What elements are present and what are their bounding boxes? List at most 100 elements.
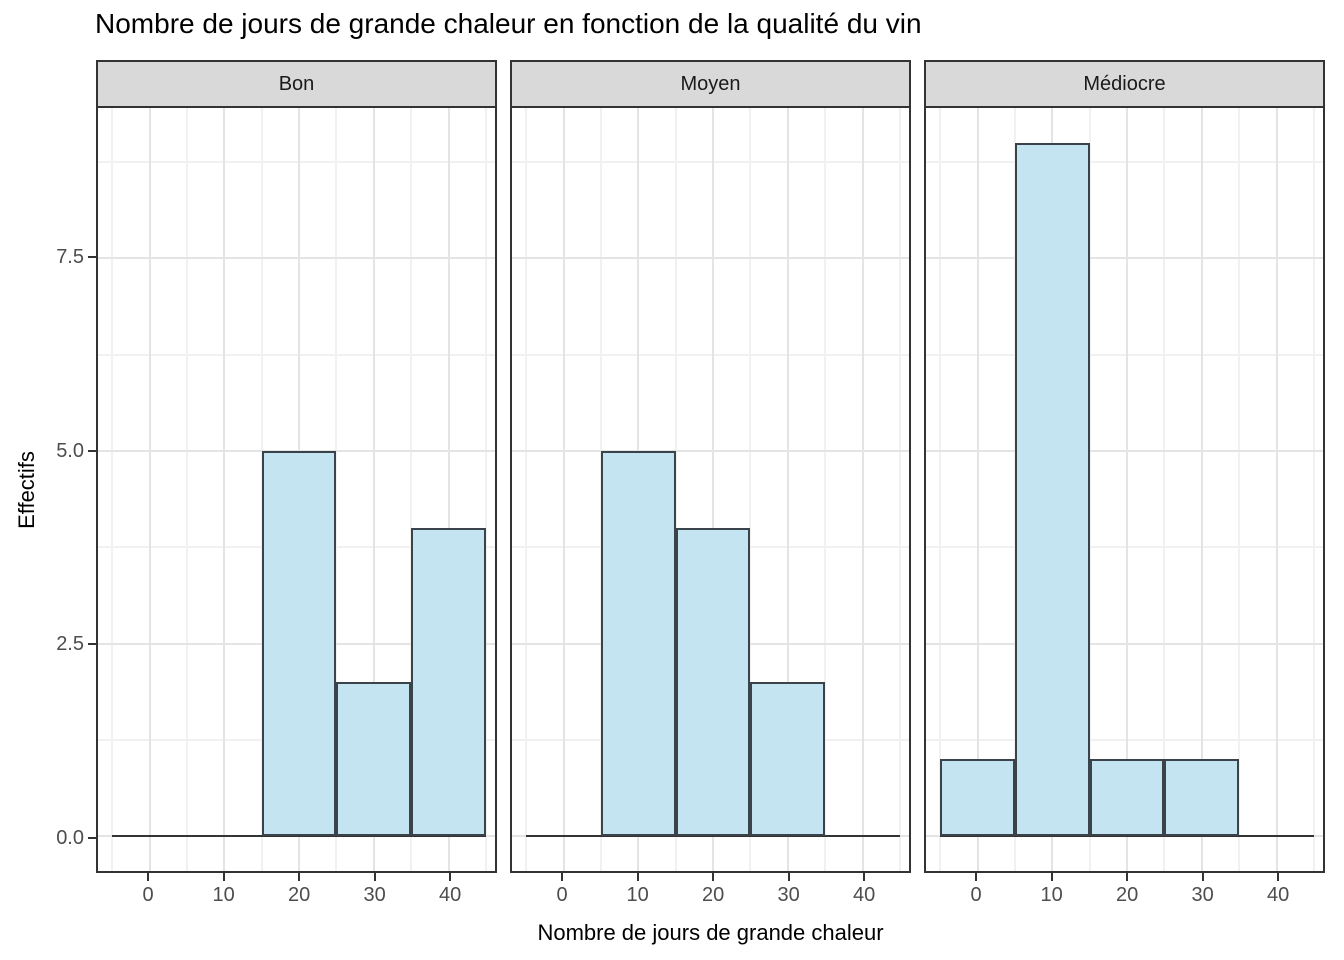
facet-strip-moyen: Moyen	[510, 60, 911, 108]
grid-major-h	[926, 257, 1323, 260]
y-tick-label: 7.5	[56, 246, 84, 269]
grid-major-h	[926, 642, 1323, 645]
x-axis-tick	[373, 873, 376, 881]
facet-panel-bon	[96, 106, 497, 873]
x-axis-tick	[975, 873, 978, 881]
x-tick-label: 10	[212, 884, 235, 906]
x-tick-label: 0	[556, 884, 568, 906]
grid-minor-v	[899, 108, 902, 871]
histogram-bar	[1164, 759, 1240, 837]
x-axis-tick	[222, 873, 225, 881]
grid-minor-v	[410, 108, 413, 871]
grid-minor-h	[512, 353, 909, 356]
grid-major-v	[148, 108, 151, 871]
zero-baseline	[940, 835, 1315, 838]
grid-minor-v	[525, 108, 528, 871]
y-axis-tick	[88, 256, 96, 259]
facet-panel-moyen	[510, 106, 911, 873]
x-axis-tick	[1277, 873, 1280, 881]
grid-major-v	[372, 108, 375, 871]
facet-strip-bon: Bon	[96, 60, 497, 108]
y-tick-label: 0.0	[56, 827, 84, 850]
y-tick-label: 5.0	[56, 439, 84, 462]
facet-strip-label: Bon	[278, 72, 315, 95]
x-axis-tick	[147, 873, 150, 881]
x-tick-label: 30	[777, 884, 800, 906]
zero-baseline	[526, 835, 901, 838]
x-axis-tick	[863, 873, 866, 881]
grid-major-v	[1275, 108, 1278, 871]
histogram-bar	[261, 450, 337, 837]
facet-strip-mediocre: Médiocre	[924, 60, 1325, 108]
grid-minor-v	[939, 108, 942, 871]
x-tick-label: 10	[626, 884, 649, 906]
grid-major-h	[98, 257, 495, 260]
x-axis-tick	[636, 873, 639, 881]
x-tick-label: 20	[1116, 884, 1139, 906]
histogram-bar	[675, 528, 751, 837]
x-tick-label: 10	[1040, 884, 1063, 906]
grid-major-v	[562, 108, 565, 871]
zero-baseline	[112, 835, 487, 838]
grid-minor-h	[98, 353, 495, 356]
histogram-bar	[940, 759, 1015, 837]
grid-minor-v	[1163, 108, 1166, 871]
x-tick-label: 20	[288, 884, 311, 906]
x-axis-tick	[449, 873, 452, 881]
histogram-bar	[1014, 142, 1090, 837]
y-tick-label: 2.5	[56, 633, 84, 656]
grid-major-v	[1126, 108, 1129, 871]
grid-minor-v	[824, 108, 827, 871]
grid-minor-v	[185, 108, 188, 871]
grid-major-v	[786, 108, 789, 871]
x-tick-label: 40	[1267, 884, 1290, 906]
grid-minor-v	[674, 108, 677, 871]
grid-minor-v	[485, 108, 488, 871]
histogram-bar	[411, 528, 486, 837]
x-axis-tick	[787, 873, 790, 881]
grid-major-h	[926, 449, 1323, 452]
x-axis-tick	[561, 873, 564, 881]
x-axis-tick	[1050, 873, 1053, 881]
grid-minor-v	[1313, 108, 1316, 871]
grid-major-h	[512, 449, 909, 452]
plot-title: Nombre de jours de grande chaleur en fon…	[95, 8, 922, 39]
histogram-bar	[750, 682, 826, 837]
grid-major-h	[512, 257, 909, 260]
y-axis-tick	[88, 643, 96, 646]
grid-major-v	[223, 108, 226, 871]
grid-minor-v	[749, 108, 752, 871]
grid-major-v	[976, 108, 979, 871]
x-axis-tick	[298, 873, 301, 881]
grid-minor-v	[111, 108, 114, 871]
grid-minor-h	[98, 160, 495, 163]
x-axis-tick	[712, 873, 715, 881]
y-axis-tick	[88, 449, 96, 452]
x-tick-label: 0	[970, 884, 982, 906]
histogram-bar	[600, 450, 676, 837]
x-tick-label: 20	[702, 884, 725, 906]
facet-strip-label: Moyen	[680, 72, 741, 95]
grid-minor-h	[512, 160, 909, 163]
grid-major-v	[447, 108, 450, 871]
grid-major-v	[712, 108, 715, 871]
histogram-bar	[336, 682, 412, 837]
grid-major-v	[1200, 108, 1203, 871]
x-tick-label: 30	[363, 884, 386, 906]
grid-minor-h	[926, 160, 1323, 163]
grid-minor-h	[926, 353, 1323, 356]
x-axis-title: Nombre de jours de grande chaleur	[537, 920, 884, 945]
x-tick-label: 0	[142, 884, 154, 906]
grid-major-v	[861, 108, 864, 871]
grid-minor-h	[926, 546, 1323, 549]
y-axis-tick	[88, 837, 96, 840]
facet-panel-mediocre	[924, 106, 1325, 873]
x-axis-tick	[1201, 873, 1204, 881]
grid-minor-v	[1238, 108, 1241, 871]
histogram-bar	[1089, 759, 1165, 837]
x-tick-label: 40	[439, 884, 462, 906]
x-tick-label: 30	[1191, 884, 1214, 906]
grid-minor-v	[1088, 108, 1091, 871]
grid-minor-h	[926, 738, 1323, 741]
